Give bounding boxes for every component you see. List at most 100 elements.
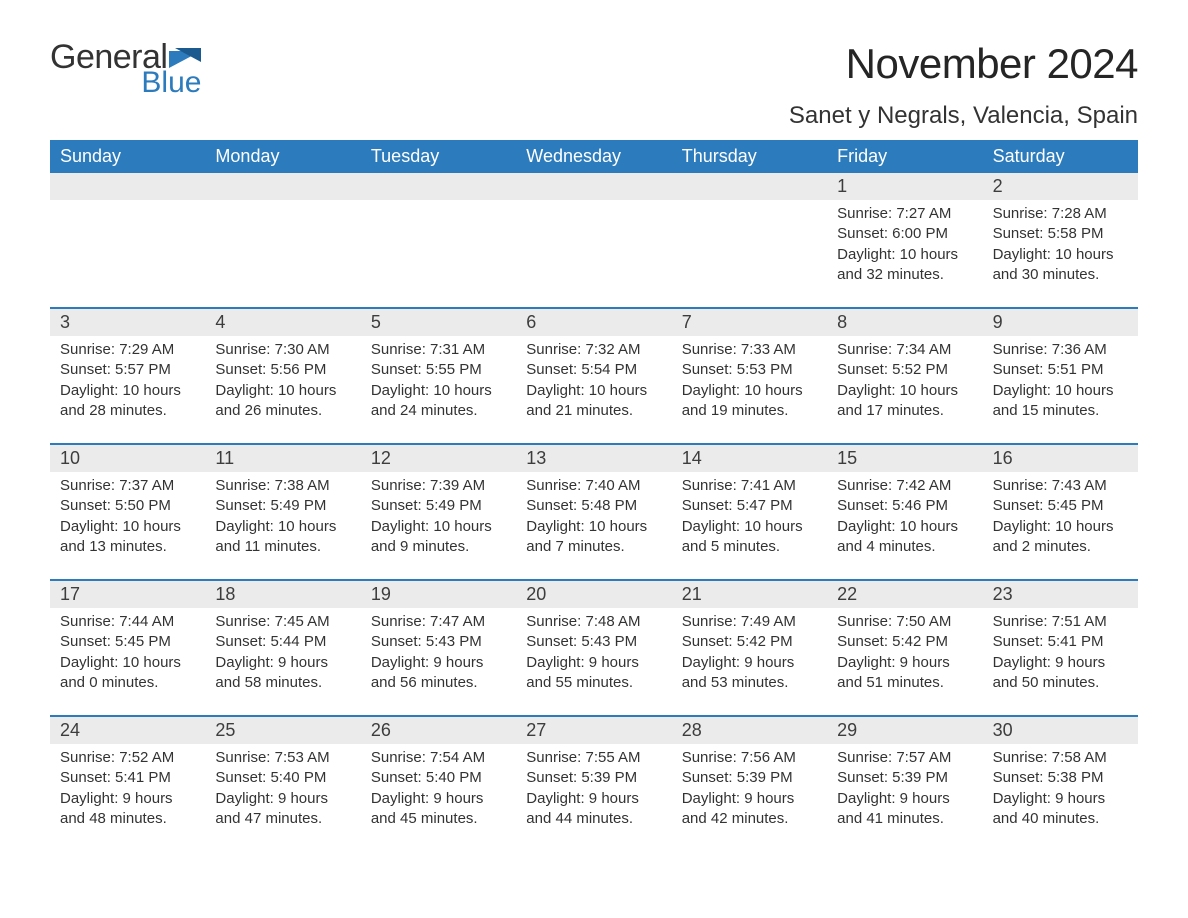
sunset-line: Sunset: 5:56 PM <box>215 360 350 380</box>
sunrise-line: Sunrise: 7:31 AM <box>371 340 506 360</box>
sunrise-line: Sunrise: 7:32 AM <box>526 340 661 360</box>
day-number: 4 <box>205 309 360 336</box>
sunset-line: Sunset: 5:42 PM <box>682 632 817 652</box>
daylight-line: Daylight: 9 hours and 51 minutes. <box>837 653 972 694</box>
calendar-day-cell <box>361 173 516 307</box>
day-number: 1 <box>827 173 982 200</box>
calendar-day-cell: 12Sunrise: 7:39 AMSunset: 5:49 PMDayligh… <box>361 445 516 579</box>
daylight-line: Daylight: 10 hours and 32 minutes. <box>837 245 972 286</box>
calendar-day-cell: 17Sunrise: 7:44 AMSunset: 5:45 PMDayligh… <box>50 581 205 715</box>
weekday-header-cell: Tuesday <box>361 140 516 173</box>
day-details: Sunrise: 7:52 AMSunset: 5:41 PMDaylight:… <box>50 744 205 829</box>
calendar-week-row: 10Sunrise: 7:37 AMSunset: 5:50 PMDayligh… <box>50 443 1138 579</box>
sunset-line: Sunset: 5:51 PM <box>993 360 1128 380</box>
weekday-header-cell: Thursday <box>672 140 827 173</box>
empty-day-header <box>205 173 360 200</box>
daylight-line: Daylight: 10 hours and 13 minutes. <box>60 517 195 558</box>
day-number: 28 <box>672 717 827 744</box>
day-number: 3 <box>50 309 205 336</box>
sunset-line: Sunset: 5:57 PM <box>60 360 195 380</box>
sunset-line: Sunset: 6:00 PM <box>837 224 972 244</box>
sunset-line: Sunset: 5:54 PM <box>526 360 661 380</box>
day-number: 8 <box>827 309 982 336</box>
day-details: Sunrise: 7:40 AMSunset: 5:48 PMDaylight:… <box>516 472 671 557</box>
calendar-day-cell: 24Sunrise: 7:52 AMSunset: 5:41 PMDayligh… <box>50 717 205 851</box>
calendar-day-cell: 28Sunrise: 7:56 AMSunset: 5:39 PMDayligh… <box>672 717 827 851</box>
calendar-week-row: 1Sunrise: 7:27 AMSunset: 6:00 PMDaylight… <box>50 173 1138 307</box>
sunrise-line: Sunrise: 7:56 AM <box>682 748 817 768</box>
daylight-line: Daylight: 10 hours and 9 minutes. <box>371 517 506 558</box>
calendar-day-cell: 20Sunrise: 7:48 AMSunset: 5:43 PMDayligh… <box>516 581 671 715</box>
day-number: 23 <box>983 581 1138 608</box>
sunrise-line: Sunrise: 7:49 AM <box>682 612 817 632</box>
day-details: Sunrise: 7:49 AMSunset: 5:42 PMDaylight:… <box>672 608 827 693</box>
sunset-line: Sunset: 5:52 PM <box>837 360 972 380</box>
sunrise-line: Sunrise: 7:45 AM <box>215 612 350 632</box>
day-details: Sunrise: 7:51 AMSunset: 5:41 PMDaylight:… <box>983 608 1138 693</box>
day-details: Sunrise: 7:28 AMSunset: 5:58 PMDaylight:… <box>983 200 1138 285</box>
day-number: 27 <box>516 717 671 744</box>
weekday-header-cell: Friday <box>827 140 982 173</box>
sunrise-line: Sunrise: 7:38 AM <box>215 476 350 496</box>
day-details: Sunrise: 7:47 AMSunset: 5:43 PMDaylight:… <box>361 608 516 693</box>
calendar-day-cell: 4 Sunrise: 7:30 AMSunset: 5:56 PMDaylight… <box>205 309 360 443</box>
calendar-day-cell: 18Sunrise: 7:45 AMSunset: 5:44 PMDayligh… <box>205 581 360 715</box>
calendar-day-cell <box>672 173 827 307</box>
month-title: November 2024 <box>789 40 1138 88</box>
day-details: Sunrise: 7:34 AMSunset: 5:52 PMDaylight:… <box>827 336 982 421</box>
sunset-line: Sunset: 5:39 PM <box>682 768 817 788</box>
sunset-line: Sunset: 5:49 PM <box>371 496 506 516</box>
sunrise-line: Sunrise: 7:40 AM <box>526 476 661 496</box>
sunset-line: Sunset: 5:45 PM <box>60 632 195 652</box>
weekday-header-cell: Wednesday <box>516 140 671 173</box>
calendar-day-cell: 13Sunrise: 7:40 AMSunset: 5:48 PMDayligh… <box>516 445 671 579</box>
sunrise-line: Sunrise: 7:30 AM <box>215 340 350 360</box>
sunset-line: Sunset: 5:42 PM <box>837 632 972 652</box>
day-details: Sunrise: 7:36 AMSunset: 5:51 PMDaylight:… <box>983 336 1138 421</box>
day-number: 30 <box>983 717 1138 744</box>
daylight-line: Daylight: 10 hours and 2 minutes. <box>993 517 1128 558</box>
day-details: Sunrise: 7:48 AMSunset: 5:43 PMDaylight:… <box>516 608 671 693</box>
calendar-day-cell: 1Sunrise: 7:27 AMSunset: 6:00 PMDaylight… <box>827 173 982 307</box>
daylight-line: Daylight: 10 hours and 26 minutes. <box>215 381 350 422</box>
sunrise-line: Sunrise: 7:29 AM <box>60 340 195 360</box>
sunset-line: Sunset: 5:43 PM <box>526 632 661 652</box>
day-number: 22 <box>827 581 982 608</box>
sunrise-line: Sunrise: 7:58 AM <box>993 748 1128 768</box>
sunrise-line: Sunrise: 7:54 AM <box>371 748 506 768</box>
calendar-day-cell: 26Sunrise: 7:54 AMSunset: 5:40 PMDayligh… <box>361 717 516 851</box>
sunrise-line: Sunrise: 7:41 AM <box>682 476 817 496</box>
day-details: Sunrise: 7:54 AMSunset: 5:40 PMDaylight:… <box>361 744 516 829</box>
sunrise-line: Sunrise: 7:37 AM <box>60 476 195 496</box>
daylight-line: Daylight: 9 hours and 55 minutes. <box>526 653 661 694</box>
sunrise-line: Sunrise: 7:55 AM <box>526 748 661 768</box>
daylight-line: Daylight: 9 hours and 40 minutes. <box>993 789 1128 830</box>
day-number: 25 <box>205 717 360 744</box>
calendar-day-cell: 7Sunrise: 7:33 AMSunset: 5:53 PMDaylight… <box>672 309 827 443</box>
daylight-line: Daylight: 10 hours and 24 minutes. <box>371 381 506 422</box>
sunset-line: Sunset: 5:46 PM <box>837 496 972 516</box>
day-number: 14 <box>672 445 827 472</box>
daylight-line: Daylight: 10 hours and 7 minutes. <box>526 517 661 558</box>
sunrise-line: Sunrise: 7:52 AM <box>60 748 195 768</box>
day-details: Sunrise: 7:43 AMSunset: 5:45 PMDaylight:… <box>983 472 1138 557</box>
sunrise-line: Sunrise: 7:51 AM <box>993 612 1128 632</box>
daylight-line: Daylight: 9 hours and 58 minutes. <box>215 653 350 694</box>
sunset-line: Sunset: 5:53 PM <box>682 360 817 380</box>
day-number: 11 <box>205 445 360 472</box>
daylight-line: Daylight: 10 hours and 19 minutes. <box>682 381 817 422</box>
sunrise-line: Sunrise: 7:53 AM <box>215 748 350 768</box>
calendar-day-cell: 2Sunrise: 7:28 AMSunset: 5:58 PMDaylight… <box>983 173 1138 307</box>
day-number: 10 <box>50 445 205 472</box>
day-details: Sunrise: 7:45 AMSunset: 5:44 PMDaylight:… <box>205 608 360 693</box>
day-number: 5 <box>361 309 516 336</box>
day-details: Sunrise: 7:27 AMSunset: 6:00 PMDaylight:… <box>827 200 982 285</box>
day-details: Sunrise: 7:39 AMSunset: 5:49 PMDaylight:… <box>361 472 516 557</box>
sunset-line: Sunset: 5:48 PM <box>526 496 661 516</box>
day-details: Sunrise: 7:32 AMSunset: 5:54 PMDaylight:… <box>516 336 671 421</box>
sunrise-line: Sunrise: 7:39 AM <box>371 476 506 496</box>
sunrise-line: Sunrise: 7:50 AM <box>837 612 972 632</box>
sunset-line: Sunset: 5:44 PM <box>215 632 350 652</box>
sunset-line: Sunset: 5:50 PM <box>60 496 195 516</box>
page-header: General Blue November 2024 Sanet y Negra… <box>50 40 1138 130</box>
